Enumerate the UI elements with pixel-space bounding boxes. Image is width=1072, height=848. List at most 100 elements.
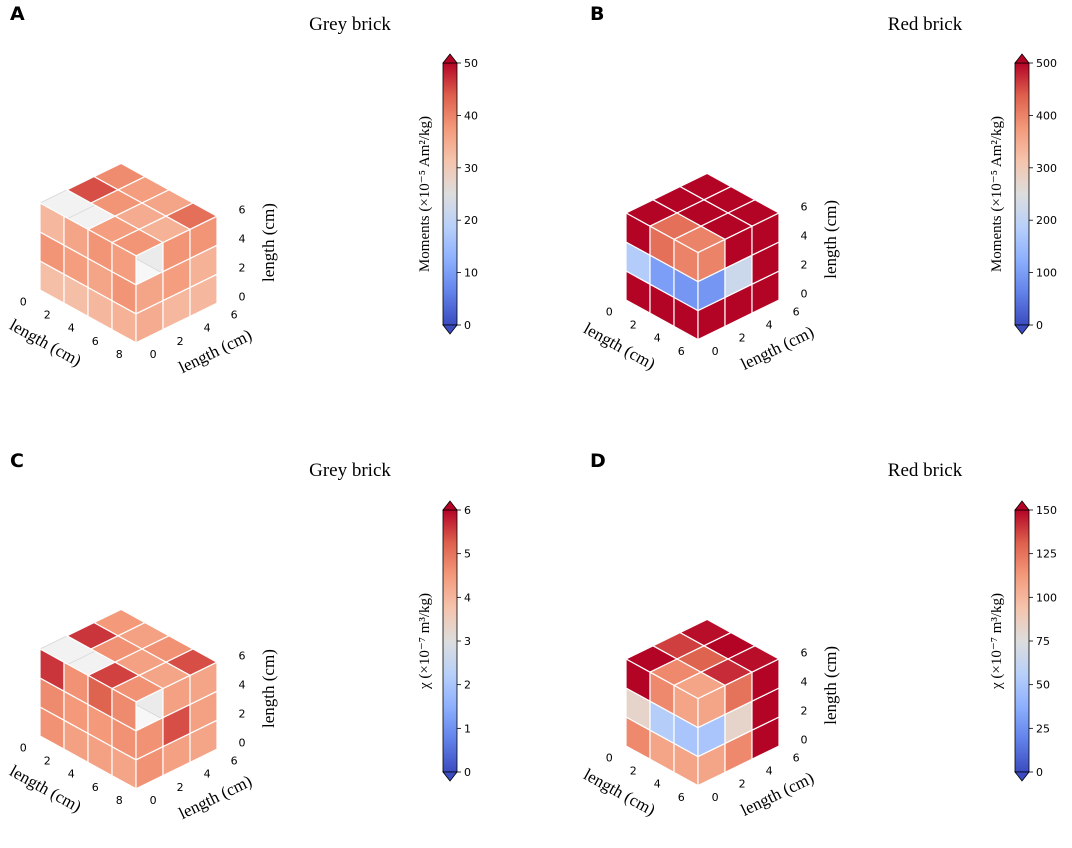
colorbar-tick-label: 300: [1036, 162, 1057, 175]
colorbar-tick-label: 0: [464, 766, 471, 779]
colorbar-label: Moments (×10⁻⁵ Am²/kg): [989, 116, 1005, 272]
x-axis-label: length (cm): [580, 765, 658, 820]
z-axis-label: length (cm): [821, 200, 840, 279]
panel-title: Grey brick: [309, 460, 391, 481]
colorbar: [1014, 509, 1030, 773]
voxel-front: [111, 687, 137, 732]
panel-label: B: [590, 3, 604, 25]
colorbar-tick-label: 200: [1036, 214, 1057, 227]
y-tick-label: 6: [231, 308, 238, 321]
colorbar-tick-label: 0: [1036, 766, 1043, 779]
colorbar-tick-label: 5: [464, 548, 471, 561]
x-tick-label: 2: [44, 308, 51, 321]
x-tick-label: 4: [68, 768, 75, 781]
voxel-front: [111, 241, 137, 286]
colorbar-tick-label: 50: [464, 57, 478, 70]
z-axis-label: length (cm): [259, 203, 278, 282]
colorbar-tick-label: 100: [1036, 591, 1057, 604]
colorbar-tick-label: 3: [464, 635, 471, 648]
y-tick-label: 4: [766, 318, 773, 331]
x-tick-label: 4: [654, 778, 661, 791]
colorbar-max-extend: [442, 53, 458, 64]
x-tick-label: 0: [20, 295, 27, 308]
z-tick-label: 6: [239, 650, 246, 663]
colorbar-min-extend: [442, 771, 458, 782]
panel-title: Red brick: [888, 14, 963, 35]
voxel-right: [751, 212, 780, 257]
z-axis-label: length (cm): [821, 646, 840, 725]
y-tick-label: 0: [150, 348, 157, 361]
y-axis-label: length (cm): [738, 322, 817, 374]
x-tick-label: 2: [630, 764, 637, 777]
voxel-right: [751, 658, 780, 703]
colorbar-tick-label: 100: [1036, 267, 1057, 280]
y-tick-label: 4: [766, 764, 773, 777]
panel-label: C: [10, 450, 24, 472]
colorbar: [442, 62, 458, 326]
colorbar-tick-label: 75: [1036, 635, 1050, 648]
colorbar: [442, 509, 458, 773]
colorbar-max-extend: [1014, 53, 1030, 64]
colorbar-tick-label: 4: [464, 591, 471, 604]
colorbar-min-extend: [442, 324, 458, 335]
x-tick-label: 2: [630, 318, 637, 331]
panel-label: A: [10, 3, 25, 25]
colorbar-label: χ (×10⁻⁷ m³/kg): [989, 593, 1005, 690]
colorbar-tick-label: 2: [464, 679, 471, 692]
colorbar-tick-label: 30: [464, 162, 478, 175]
y-tick-label: 2: [177, 781, 184, 794]
x-tick-label: 8: [116, 794, 123, 807]
x-tick-label: 4: [68, 322, 75, 335]
y-tick-label: 6: [793, 305, 800, 318]
colorbar-tick-label: 40: [464, 109, 478, 122]
colorbar-tick-label: 25: [1036, 722, 1050, 735]
z-tick-label: 0: [801, 733, 808, 746]
x-tick-label: 4: [654, 332, 661, 345]
y-tick-label: 4: [204, 322, 211, 335]
colorbar-tick-label: 400: [1036, 109, 1057, 122]
colorbar-tick-label: 0: [464, 319, 471, 332]
colorbar-tick-label: 125: [1036, 548, 1057, 561]
y-tick-label: 6: [793, 751, 800, 764]
y-tick-label: 6: [231, 754, 238, 767]
z-tick-label: 6: [801, 646, 808, 659]
z-tick-label: 6: [239, 204, 246, 217]
y-axis-label: length (cm): [176, 771, 255, 823]
z-tick-label: 4: [239, 679, 246, 692]
y-tick-label: 0: [150, 794, 157, 807]
panel-label: D: [590, 450, 606, 472]
y-axis-label: length (cm): [738, 768, 817, 820]
colorbar-tick-label: 1: [464, 722, 471, 735]
x-tick-label: 6: [92, 335, 99, 348]
x-tick-label: 8: [116, 348, 123, 361]
x-tick-label: 0: [20, 741, 27, 754]
colorbar-tick-label: 6: [464, 504, 471, 517]
x-tick-label: 0: [606, 305, 613, 318]
z-tick-label: 4: [801, 229, 808, 242]
colorbar-tick-label: 20: [464, 214, 478, 227]
x-tick-label: 6: [678, 345, 685, 358]
voxel-right: [189, 661, 218, 706]
z-tick-label: 2: [801, 704, 808, 717]
colorbar-tick-label: 500: [1036, 57, 1057, 70]
panel-title: Grey brick: [309, 14, 391, 35]
colorbar-tick-label: 10: [464, 267, 478, 280]
z-tick-label: 4: [801, 675, 808, 688]
colorbar-min-extend: [1014, 771, 1030, 782]
y-tick-label: 0: [712, 345, 719, 358]
colorbar: [1014, 62, 1030, 326]
colorbar-tick-label: 0: [1036, 319, 1043, 332]
y-tick-label: 2: [739, 778, 746, 791]
panel-title: Red brick: [888, 460, 963, 481]
z-tick-label: 2: [239, 262, 246, 275]
colorbar-min-extend: [1014, 324, 1030, 335]
y-tick-label: 0: [712, 791, 719, 804]
z-tick-label: 2: [801, 258, 808, 271]
x-tick-label: 0: [606, 751, 613, 764]
z-tick-label: 6: [801, 200, 808, 213]
voxel-right: [189, 215, 218, 260]
x-tick-label: 6: [678, 791, 685, 804]
